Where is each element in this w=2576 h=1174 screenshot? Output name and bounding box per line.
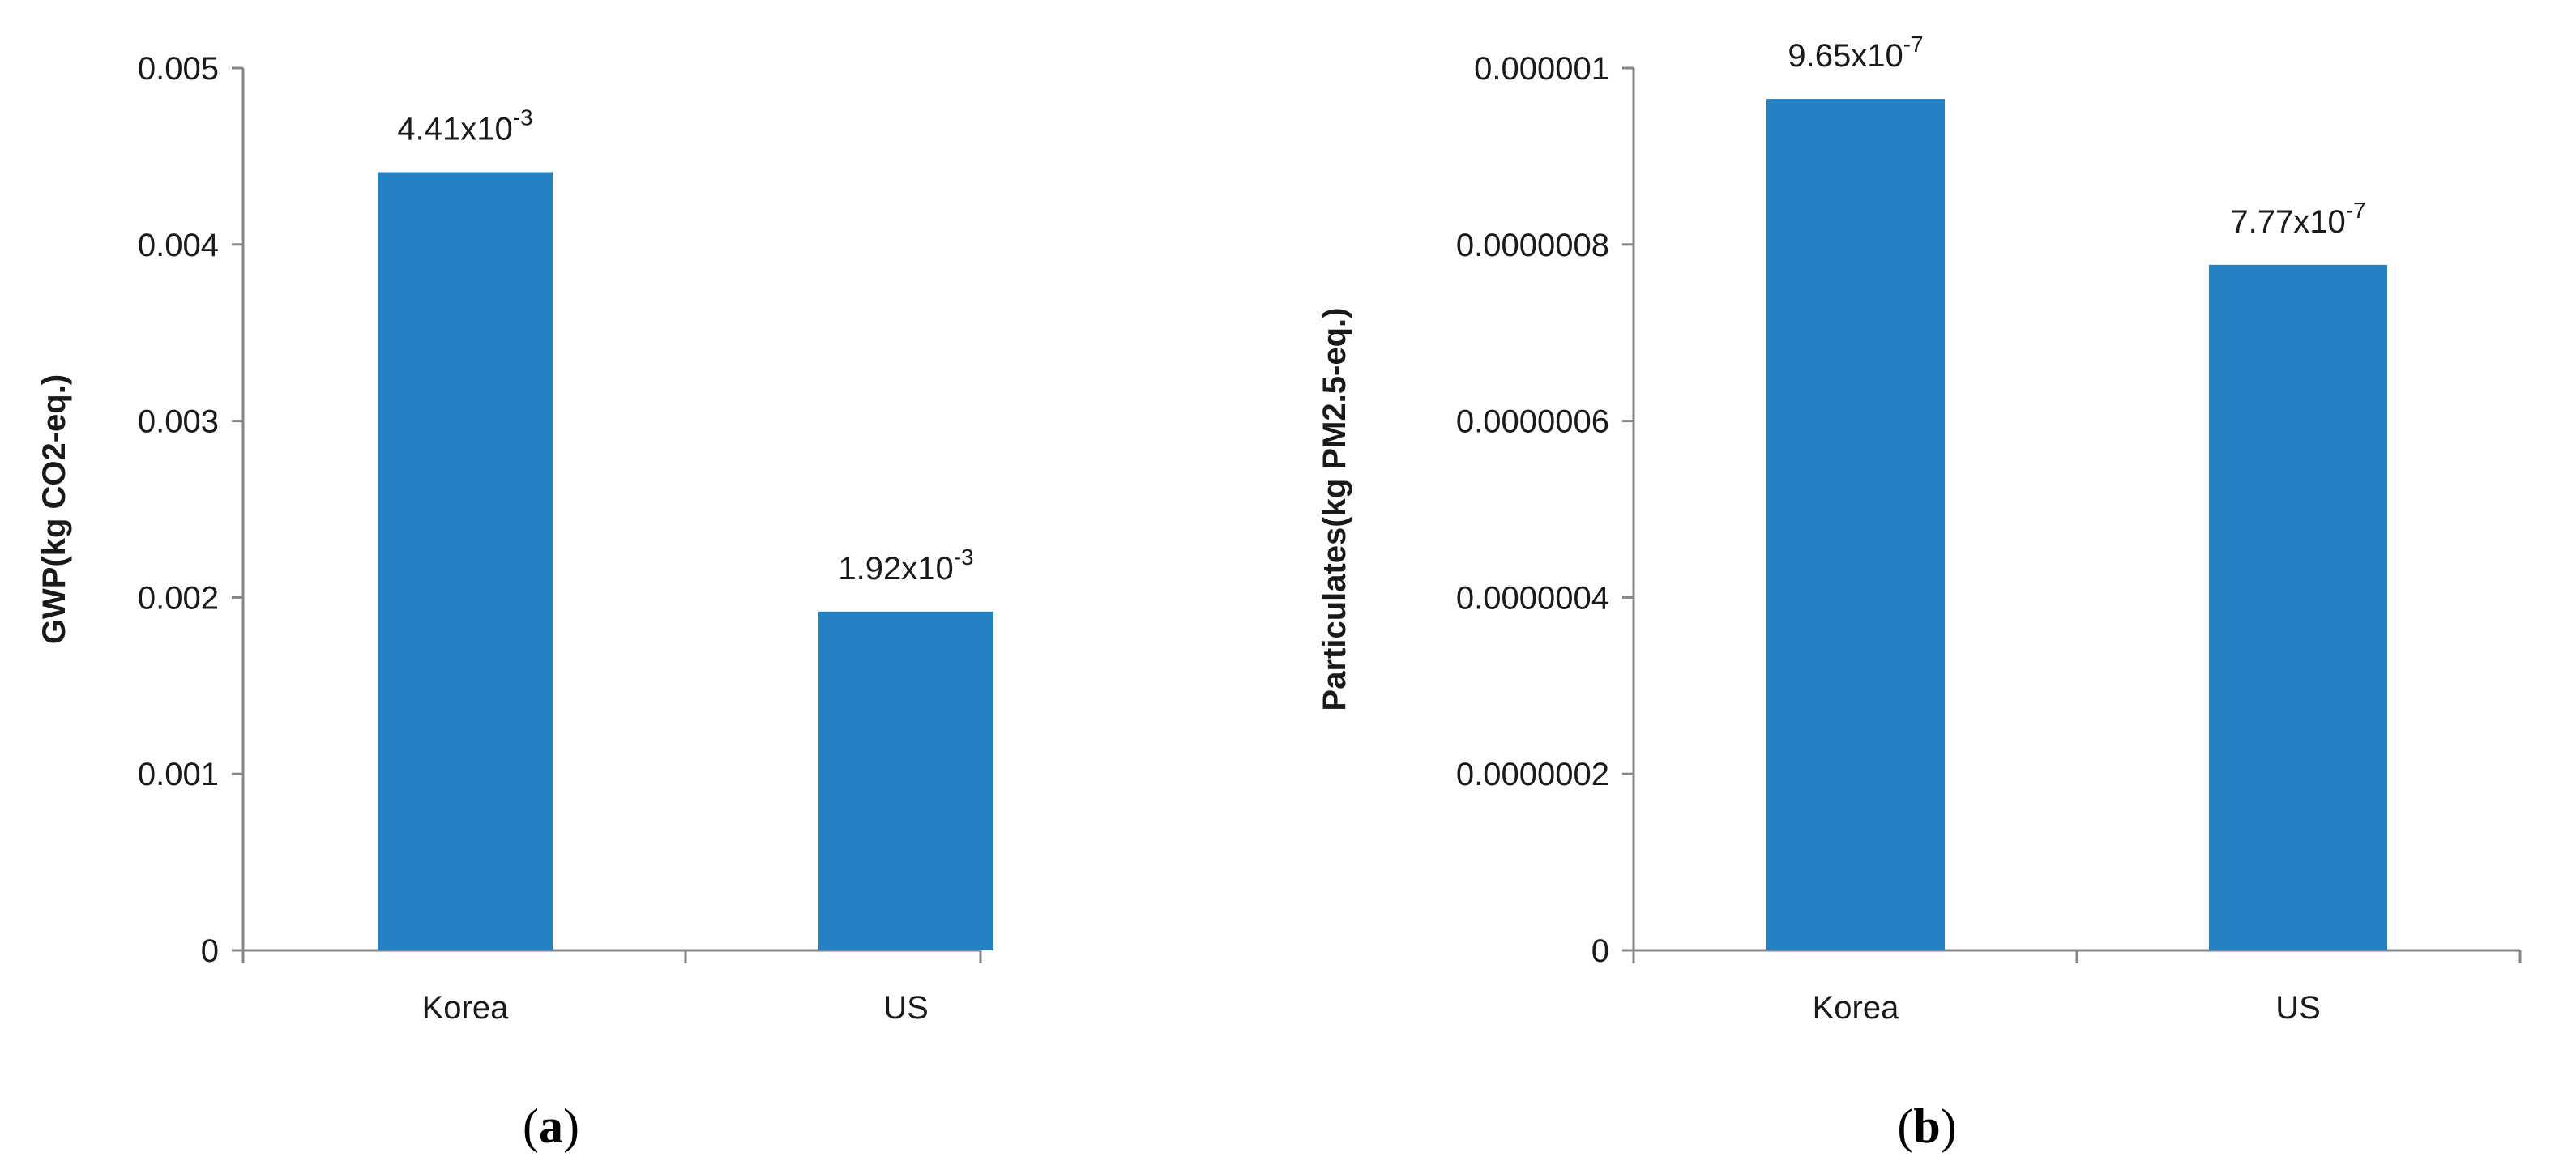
chart-panel-b: 0 0.0000002 0.0000004 0.0000006 0.0000008 0.0… [1317,32,2522,1153]
bar-us [818,611,993,950]
data-label: 1.92x10-3 [838,544,973,587]
y-tick-label: 0.001 [138,757,219,792]
y-tick-label: 0.0000006 [1456,404,1609,440]
y-axis-title: Particulates(kg PM2.5-eq.) [1317,308,1352,711]
x-tick-label: Korea [422,990,509,1026]
y-tick-label: 0 [1591,933,1609,969]
y-axis-title: GWP(kg CO2-eq.) [36,374,72,644]
chart-panel-a: 0 0.001 0.002 0.003 0.004 0.005 Korea 4.41x10-3… [36,51,993,1153]
panel-label: (b) [1897,1099,1956,1153]
y-tick-label: 0.0000002 [1456,757,1609,792]
panel-label: (a) [523,1099,579,1153]
x-tick-label: US [883,990,929,1026]
y-tick-label: 0.003 [138,404,219,440]
data-label: 9.65x10-7 [1788,32,1923,74]
y-tick-label: 0.005 [138,51,219,87]
y-tick-label: 0.002 [138,580,219,616]
y-tick-label: 0.0000008 [1456,228,1609,263]
x-tick-label: US [2275,990,2321,1026]
x-tick-label: Korea [1813,990,1899,1026]
y-tick-label: 0.000001 [1474,51,1609,87]
y-tick-label: 0.004 [138,228,219,263]
data-label: 7.77x10-7 [2230,198,2365,240]
bar-korea [378,172,553,950]
y-tick-label: 0.0000004 [1456,580,1609,616]
bar-korea [1766,99,1945,951]
y-tick-label: 0 [201,933,219,969]
bar-us [2209,264,2387,950]
data-label: 4.41x10-3 [397,105,532,147]
